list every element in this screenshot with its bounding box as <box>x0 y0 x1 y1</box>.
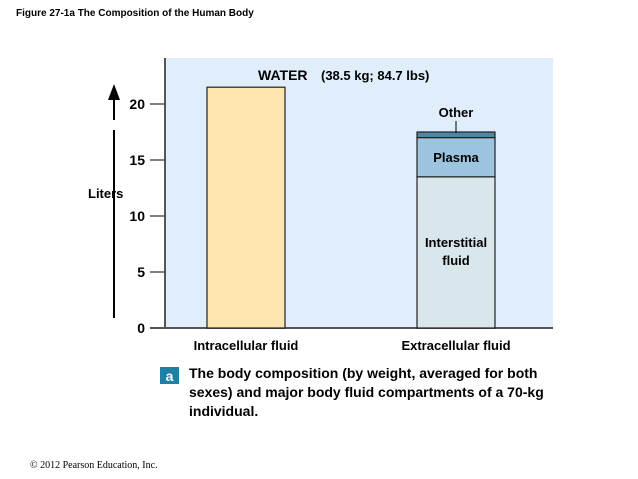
figure-title: Figure 27-1a The Composition of the Huma… <box>16 8 254 19</box>
y-axis-arrow-head <box>108 84 120 100</box>
segment-label-interstitial-fluid-line-2: fluid <box>442 253 469 268</box>
y-tick-label-10: 10 <box>129 208 145 224</box>
y-tick-label-5: 5 <box>137 264 145 280</box>
y-tick-label-15: 15 <box>129 152 145 168</box>
y-axis-label: Liters <box>88 186 123 201</box>
category-label-intracellular-fluid: Intracellular fluid <box>194 338 299 353</box>
y-tick-label-0: 0 <box>137 320 145 336</box>
y-tick-label-20: 20 <box>129 96 145 112</box>
caption-text: The body composition (by weight, average… <box>189 365 544 419</box>
segment-label-interstitial-fluid-line-1: Interstitial <box>425 235 487 250</box>
bar-segment-intracellular-fluid <box>206 86 286 329</box>
copyright-notice: © 2012 Pearson Education, Inc. <box>30 460 158 471</box>
segment-label-other: Other <box>439 105 474 120</box>
bar-segment-interstitial-fluid <box>416 176 496 329</box>
segment-label-plasma: Plasma <box>433 150 479 165</box>
chart-title: WATER <box>258 67 308 83</box>
category-label-extracellular-fluid: Extracellular fluid <box>401 338 510 353</box>
caption-badge: a <box>160 367 179 384</box>
chart-title-detail: (38.5 kg; 84.7 lbs) <box>321 68 429 83</box>
figure-caption: a The body composition (by weight, avera… <box>160 364 569 421</box>
